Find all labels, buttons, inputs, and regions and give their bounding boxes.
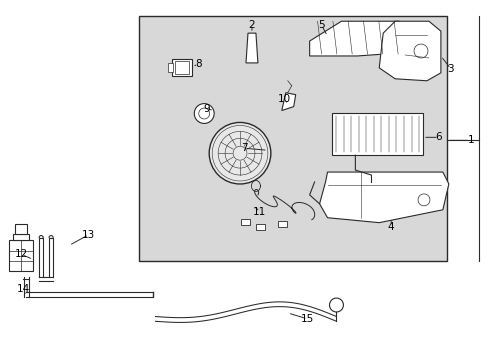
Bar [175, 61, 189, 74]
Text: 10: 10 [278, 94, 291, 104]
Polygon shape [245, 33, 257, 63]
Text: 2: 2 [248, 20, 255, 30]
Text: 6: 6 [435, 132, 441, 142]
Bar [277, 221, 286, 227]
Bar [168, 63, 173, 72]
Text: 14: 14 [17, 284, 30, 294]
Text: 4: 4 [387, 222, 394, 231]
Text: 11: 11 [253, 207, 266, 217]
Circle shape [194, 104, 214, 123]
Circle shape [413, 44, 427, 58]
Bar [9, 239, 33, 271]
Text: 9: 9 [203, 104, 209, 113]
Text: 13: 13 [82, 230, 95, 239]
Polygon shape [281, 93, 295, 111]
Bar [15, 224, 27, 234]
Circle shape [198, 108, 209, 119]
Text: 3: 3 [447, 64, 453, 74]
Circle shape [209, 122, 270, 184]
Text: 8: 8 [195, 59, 201, 69]
Text: 5: 5 [318, 20, 324, 30]
Bar [13, 234, 29, 239]
Polygon shape [319, 172, 448, 223]
Bar [255, 224, 264, 230]
Bar [241, 219, 249, 225]
Text: 15: 15 [301, 314, 314, 324]
Circle shape [417, 194, 429, 206]
Text: 7: 7 [240, 143, 247, 153]
Bar [172, 59, 192, 76]
Polygon shape [309, 21, 414, 56]
Text: 12: 12 [15, 249, 28, 260]
Polygon shape [379, 21, 440, 81]
Bar [138, 16, 446, 261]
Polygon shape [332, 113, 422, 155]
Text: 1: 1 [467, 135, 473, 145]
